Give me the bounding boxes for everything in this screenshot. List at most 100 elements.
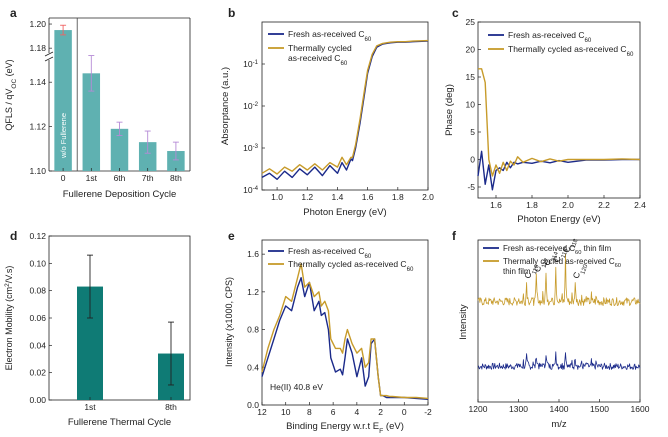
panel-e-xtick-8: 8 xyxy=(307,407,312,417)
panel-b-ylabel: Absorptance (a.u.) xyxy=(220,67,231,145)
panel-b-series-1 xyxy=(261,39,429,175)
panel-e-frame xyxy=(261,239,429,406)
panel-f-series-0 xyxy=(477,351,641,371)
panel-a-ytick-1.12: 1.12 xyxy=(29,122,46,132)
panel-c-series-1 xyxy=(478,68,641,177)
panel-e-ytick-1.2: 1.2 xyxy=(247,287,259,297)
panel-d-ytick-0.12: 0.12 xyxy=(29,231,46,241)
panel-f-legend-1b: thin film xyxy=(503,267,531,276)
panel-c-xtick-1.6: 1.6 xyxy=(490,200,502,210)
panel-a-ytick-1.14: 1.14 xyxy=(29,77,46,87)
panel-f-xtick-1500: 1500 xyxy=(590,404,609,414)
panel-e-legend-0: Fresh as-received C60 xyxy=(288,246,372,260)
panel-f-xlabel: m/z xyxy=(551,419,567,430)
panel-a-xtick-1st: 1st xyxy=(86,173,98,183)
panel-b-xtick-1.0: 1.0 xyxy=(271,192,283,202)
panel-c-ytick-15: 15 xyxy=(466,72,476,82)
panel-e-xtick--2: -2 xyxy=(424,407,432,417)
panel-c-ytick-20: 20 xyxy=(466,45,476,55)
panel-f-peak-label-116: C116 xyxy=(551,245,569,265)
panel-b-legend-1: Thermally cycled xyxy=(288,43,352,53)
panel-d-ytick-0.02: 0.02 xyxy=(29,368,46,378)
panel-b-xtick-1.4: 1.4 xyxy=(332,192,344,202)
panel-c-frame xyxy=(477,21,641,199)
panel-e-ytick-0.8: 0.8 xyxy=(247,325,259,335)
panel-a-xtick-7th: 7th xyxy=(142,173,154,183)
panel-b-ytick-label--1: 10-1 xyxy=(243,59,259,70)
panel-c-xtick-2.4: 2.4 xyxy=(634,200,646,210)
panel-f-peak-label-114: C114 xyxy=(542,248,560,268)
panel-b-ytick-label--3: 10-3 xyxy=(243,143,259,154)
panel-e-ytick-1.6: 1.6 xyxy=(247,249,259,259)
panel-c-ytick-0: 0 xyxy=(470,155,475,165)
panel-f-legend-1: Thermally cycled as-received C60 xyxy=(503,257,621,269)
panel-c-legend-1: Thermally cycled as-received C60 xyxy=(508,44,634,58)
panel-b-xtick-1.2: 1.2 xyxy=(301,192,313,202)
panel-f-peak-label-120: C120 xyxy=(571,260,589,281)
panel-a-ytick-1.18: 1.18 xyxy=(29,43,46,53)
panel-b-xtick-1.8: 1.8 xyxy=(392,192,404,202)
panel-e-annotation: He(II) 40.8 eV xyxy=(270,382,323,392)
panel-f-ylabel: Intensity xyxy=(458,304,469,340)
panel-a-ytick-1.10: 1.10 xyxy=(29,166,46,176)
panel-c-letter: c xyxy=(452,6,459,20)
panel-e-series-1 xyxy=(261,262,429,400)
panel-c-ytick-10: 10 xyxy=(466,100,476,110)
panel-c-ylabel: Phase (deg) xyxy=(444,84,455,136)
panel-f-legend-0: Fresh as-received C60 thin film xyxy=(503,244,612,256)
panel-d-ytick-0.04: 0.04 xyxy=(29,340,46,350)
panel-f-peak-label-112: C112 xyxy=(532,254,550,274)
panel-c-series-0 xyxy=(477,150,640,191)
panel-a-bar-annotation: w/o Fullerene xyxy=(59,113,68,159)
panel-d-ytick-0.00: 0.00 xyxy=(29,395,46,405)
panel-c-ytick--5: -5 xyxy=(467,182,475,192)
panel-e-ytick-0.0: 0.0 xyxy=(247,400,259,410)
panel-b-xtick-1.6: 1.6 xyxy=(362,192,374,202)
panel-a-bar-1st xyxy=(82,73,101,171)
panel-e-ytick-0.4: 0.4 xyxy=(247,362,259,372)
panel-e-xlabel: Binding Energy w.r.t EF (eV) xyxy=(286,421,404,435)
panel-a-bar-0 xyxy=(54,30,72,171)
panel-d-ytick-0.06: 0.06 xyxy=(29,313,46,323)
panel-f-series-1 xyxy=(477,253,641,307)
panel-b-legend-0: Fresh as-received C60 xyxy=(288,29,372,43)
panel-e-xtick-6: 6 xyxy=(331,407,336,417)
panel-e-xtick-0: 0 xyxy=(402,407,407,417)
panel-f-letter: f xyxy=(452,229,457,243)
panel-c-legend-0: Fresh as-received C60 xyxy=(508,30,592,44)
panel-a-break-mark-2 xyxy=(44,56,54,62)
panel-d-ytick-0.08: 0.08 xyxy=(29,286,46,296)
panel-a-xtick-8th: 8th xyxy=(170,173,182,183)
panel-f-peak-label-118: C118 xyxy=(561,235,579,255)
panel-b-ytick-label--4: 10-4 xyxy=(243,185,259,196)
panel-d-xtick-8th: 8th xyxy=(165,402,177,412)
panel-b-xtick-2.0: 2.0 xyxy=(422,192,434,202)
panel-c-ytick-25: 25 xyxy=(466,17,476,27)
panel-c-xtick-2.0: 2.0 xyxy=(562,200,574,210)
panel-f-xtick-1200: 1200 xyxy=(469,404,488,414)
panel-c-xtick-2.2: 2.2 xyxy=(598,200,610,210)
panel-b-ytick-label--2: 10-2 xyxy=(243,101,259,112)
panel-c-xlabel: Photon Energy (eV) xyxy=(517,214,600,225)
panel-d-ytick-0.10: 0.10 xyxy=(29,258,46,268)
panel-d-xlabel: Fullerene Thermal Cycle xyxy=(68,417,171,428)
panel-f-xtick-1600: 1600 xyxy=(631,404,650,414)
panel-c-xtick-1.8: 1.8 xyxy=(526,200,538,210)
panel-a-bar-6th xyxy=(110,128,129,171)
panel-d-ylabel: Electron Mobility (cm2/V.s) xyxy=(4,266,15,371)
panel-e-xtick-4: 4 xyxy=(354,407,359,417)
panel-d-xtick-1st: 1st xyxy=(84,402,96,412)
panel-e-letter: e xyxy=(228,229,235,243)
panel-e-xtick-10: 10 xyxy=(281,407,291,417)
panel-b-xlabel: Photon Energy (eV) xyxy=(303,207,386,218)
panel-e-ylabel: Intensity (x1000, CPS) xyxy=(224,277,234,367)
panel-a-xlabel: Fullerene Deposition Cycle xyxy=(63,189,177,200)
panel-f-xtick-1400: 1400 xyxy=(550,404,569,414)
panel-f-xtick-1300: 1300 xyxy=(509,404,528,414)
panel-a-letter: a xyxy=(10,6,17,20)
panel-b-legend-1b: as-received C60 xyxy=(288,53,348,67)
panel-a-ylabel: QFLS / qVOC (eV) xyxy=(4,59,18,130)
panel-a-ytick-1.20: 1.20 xyxy=(29,19,46,29)
panel-d-letter: d xyxy=(10,229,17,243)
